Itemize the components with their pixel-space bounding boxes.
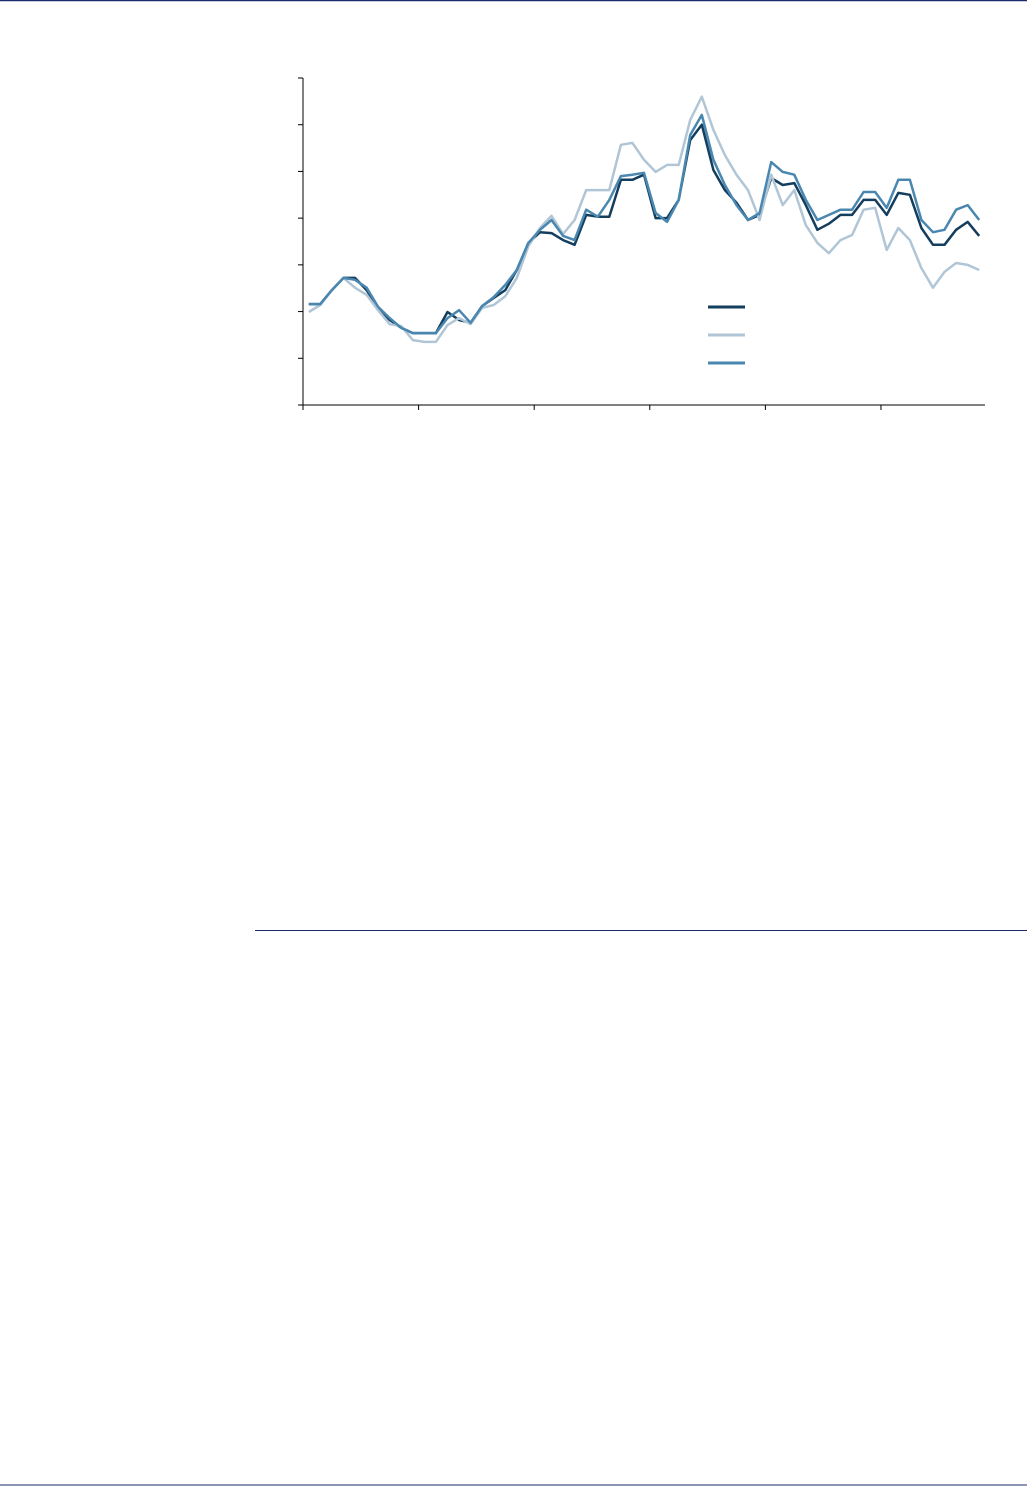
- series-line: [308, 95, 980, 344]
- series-line: [308, 113, 981, 335]
- series-line: [308, 123, 981, 335]
